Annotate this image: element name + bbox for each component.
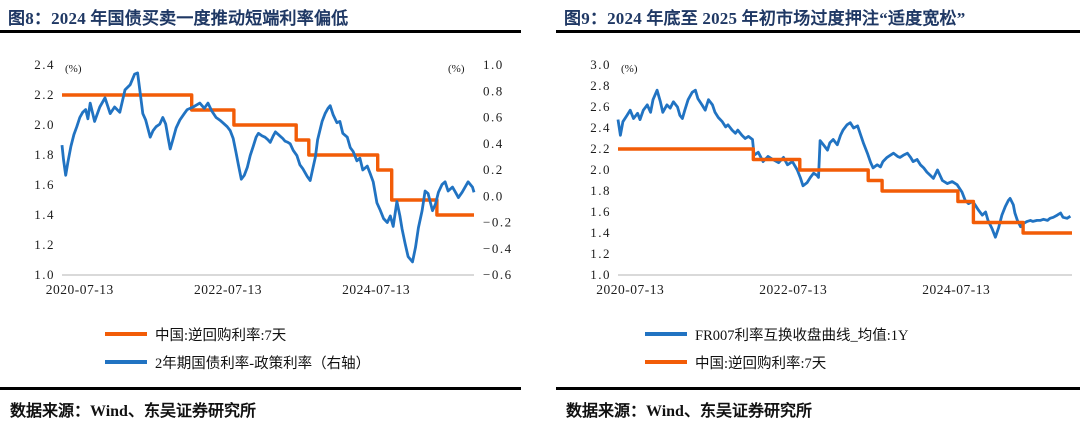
svg-text:(%): (%) [65,63,82,75]
svg-text:1.0: 1.0 [590,267,611,282]
figure-9-chart: 3.0 2.8 2.6 2.4 2.2 2.0 1.8 1.6 1.4 1.2 1.02020-07… [590,57,1072,297]
svg-text:0.4: 0.4 [483,136,504,151]
svg-text:0.6: 0.6 [483,110,504,125]
svg-text:2.4: 2.4 [590,120,611,135]
figure-9-bottom-divider [556,387,1080,390]
svg-text:1.0: 1.0 [483,57,504,72]
svg-text:2.4: 2.4 [34,57,55,72]
figure-8-legend: 中国:逆回购利率:7天 2年期国债利率-政策利率（右轴） [105,324,370,372]
svg-text:−0.4: −0.4 [483,241,513,256]
svg-text:−0.2: −0.2 [483,215,513,230]
figure-9-source: 数据来源：Wind、东吴证券研究所 [566,403,812,420]
svg-text:1.8: 1.8 [590,183,611,198]
svg-text:3.0: 3.0 [590,57,611,72]
svg-text:2024-07-13: 2024-07-13 [922,282,990,297]
svg-text:1.0: 1.0 [34,267,55,282]
blue-line-swatch-icon [645,332,687,336]
svg-text:2022-07-13: 2022-07-13 [194,282,262,297]
svg-text:0.0: 0.0 [483,188,504,203]
figure-8-panel: 图8：2024 年国债买卖一度推动短端利率偏低 2.4 2.2 2.0 1.8 1.6 1… [0,0,521,428]
svg-text:0.8: 0.8 [483,83,504,98]
svg-text:2.6: 2.6 [590,99,611,114]
svg-text:1.2: 1.2 [34,237,55,252]
legend-label-repo-rate: 中国:逆回购利率:7天 [695,355,827,372]
figure-8-source: 数据来源：Wind、东吴证券研究所 [10,403,256,420]
legend-item-repo-rate: 中国:逆回购利率:7天 [105,324,370,344]
svg-text:2.2: 2.2 [590,141,611,156]
svg-text:(%): (%) [448,63,465,75]
figure-9-top-divider [556,30,1080,33]
svg-text:−0.6: −0.6 [483,267,513,282]
svg-text:2.0: 2.0 [590,162,611,177]
blue-line-swatch-icon [105,360,147,364]
figure-8-chart: 2.4 2.2 2.0 1.8 1.6 1.4 1.2 1.0 1.0 0.8 0.6 0.4 0.2 0… [34,57,513,297]
figure-9-title: 图9：2024 年底至 2025 年初市场过度押注“适度宽松” [564,9,966,28]
figure-9-panel: 图9：2024 年底至 2025 年初市场过度押注“适度宽松” 3.0 2.8 2.… [556,0,1080,428]
legend-label-repo-rate: 中国:逆回购利率:7天 [155,327,287,344]
figure-8-top-divider [0,30,521,33]
svg-text:1.4: 1.4 [590,225,611,240]
figure-8-bottom-divider [0,387,521,390]
svg-text:2.8: 2.8 [590,78,611,93]
legend-item-repo-rate: 中国:逆回购利率:7天 [645,352,909,372]
svg-text:2020-07-13: 2020-07-13 [596,282,664,297]
legend-label-2y-spread: 2年期国债利率-政策利率（右轴） [155,355,371,372]
svg-text:2024-07-13: 2024-07-13 [342,282,410,297]
svg-text:2.2: 2.2 [34,87,55,102]
svg-text:(%): (%) [621,63,638,75]
svg-text:1.4: 1.4 [34,207,55,222]
legend-label-fr007-irs: FR007利率互换收盘曲线_均值:1Y [695,327,909,344]
svg-text:2020-07-13: 2020-07-13 [46,282,114,297]
svg-text:1.8: 1.8 [34,147,55,162]
svg-text:2022-07-13: 2022-07-13 [759,282,827,297]
svg-text:1.6: 1.6 [34,177,55,192]
figure-8-title: 图8：2024 年国债买卖一度推动短端利率偏低 [8,9,349,28]
svg-text:1.2: 1.2 [590,246,611,261]
svg-text:1.6: 1.6 [590,204,611,219]
figure-9-legend: FR007利率互换收盘曲线_均值:1Y 中国:逆回购利率:7天 [645,324,909,372]
svg-text:0.2: 0.2 [483,162,504,177]
orange-line-swatch-icon [105,332,147,336]
orange-line-swatch-icon [645,360,687,364]
legend-item-fr007-irs: FR007利率互换收盘曲线_均值:1Y [645,324,909,344]
svg-text:2.0: 2.0 [34,117,55,132]
legend-item-2y-spread: 2年期国债利率-政策利率（右轴） [105,352,370,372]
